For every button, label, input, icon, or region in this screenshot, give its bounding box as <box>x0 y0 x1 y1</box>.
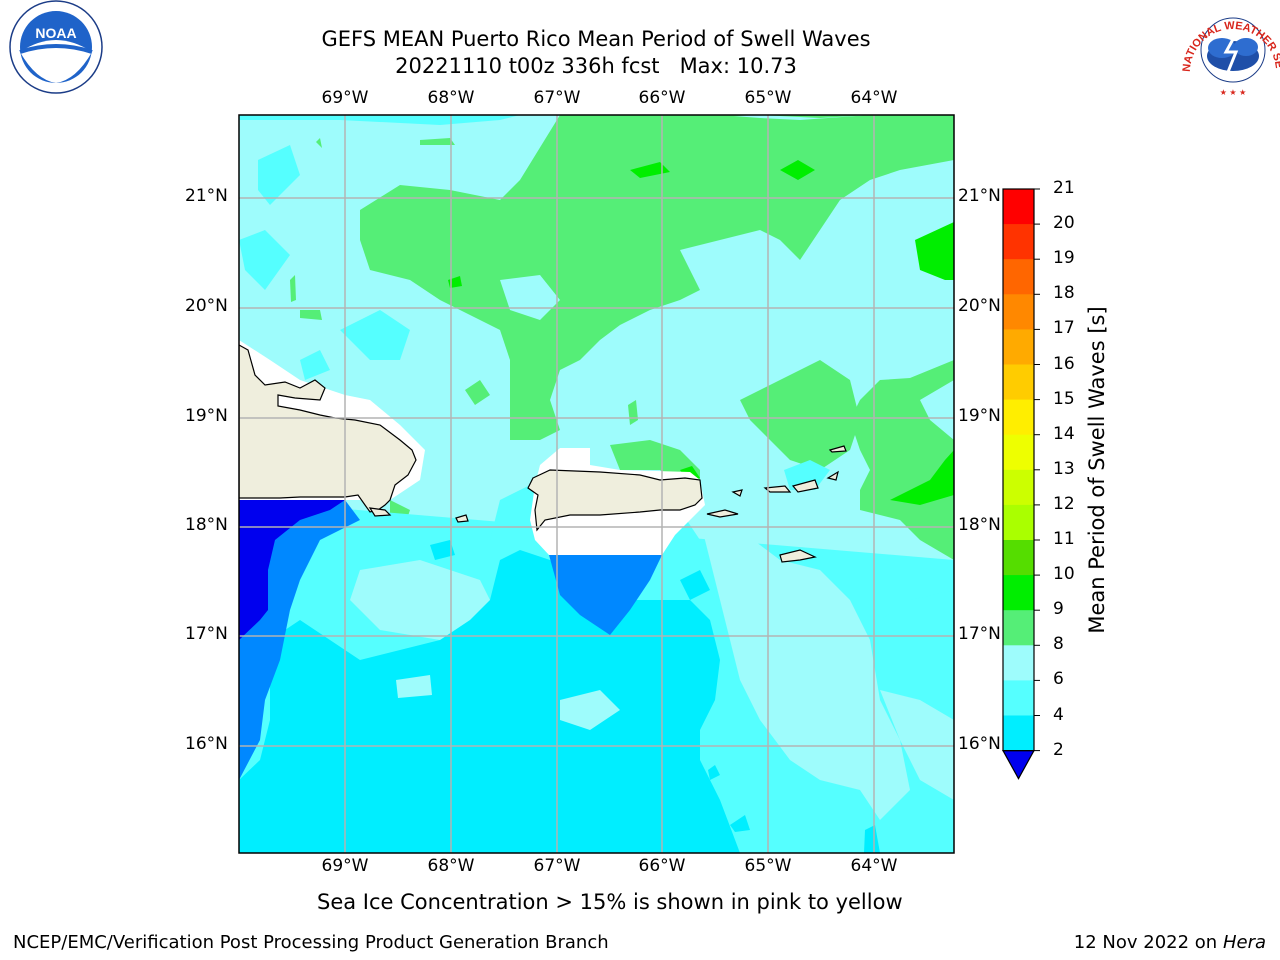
lon-label-top: 66°W <box>638 88 686 108</box>
colorbar-tick-label: 8 <box>1053 634 1064 655</box>
swell-field-2-4 <box>239 500 662 780</box>
colorbar-swatch <box>1003 189 1034 225</box>
noaa-logo-text: NOAA <box>35 25 76 41</box>
map-subtitle: 20221110 t00z 336h fcst Max: 10.73 <box>395 54 797 78</box>
lon-label-bottom: 69°W <box>321 856 369 876</box>
vieques-island <box>706 509 739 518</box>
colorbar-tick-label: 18 <box>1053 283 1075 304</box>
land-masses <box>239 344 847 563</box>
colorbar-label-text: Mean Period of Swell Waves [s] <box>1085 306 1109 634</box>
lon-label-bottom: 68°W <box>427 856 475 876</box>
colorbar-swatch <box>1003 575 1034 611</box>
colorbar-tick-label: 4 <box>1053 704 1064 725</box>
puerto-rico-land <box>527 469 703 532</box>
map-grid <box>239 115 954 853</box>
colorbar-tick-label: 6 <box>1053 669 1064 690</box>
colorbar-swatch <box>1003 294 1034 330</box>
colorbar-swatch <box>1003 329 1034 365</box>
colorbar-swatch <box>1003 399 1034 436</box>
lat-label-left: 20°N <box>185 296 228 316</box>
colorbar-tick-label: 2 <box>1053 739 1064 760</box>
colorbar-swatch <box>1003 540 1034 576</box>
colorbar-swatch <box>1003 715 1034 752</box>
footer-host: Hera <box>1222 932 1266 953</box>
lon-label-bottom: 66°W <box>638 856 686 876</box>
lon-label-top: 67°W <box>533 88 581 108</box>
colorbar-tick-label: 10 <box>1053 564 1075 585</box>
lon-label-top: 69°W <box>321 88 369 108</box>
colorbar-swatch <box>1003 224 1034 260</box>
lon-label-bottom: 67°W <box>533 856 581 876</box>
anegada-island <box>828 445 847 453</box>
noaa-logo: NOAA <box>9 0 103 94</box>
colorbar-swatch <box>1003 364 1034 401</box>
st-croix-island <box>779 549 817 563</box>
lat-label-left: 18°N <box>185 515 228 535</box>
footer-date: 12 Nov 2022 on Hera <box>1074 932 1266 953</box>
colorbar-swatch <box>1003 434 1034 471</box>
colorbar-tick-label: 20 <box>1053 213 1075 234</box>
virgin-island-2 <box>791 479 819 493</box>
footer-date-text: 12 Nov 2022 on <box>1073 932 1218 953</box>
lat-label-right: 18°N <box>958 515 1001 535</box>
colorbar-swatch <box>1003 259 1034 295</box>
map-title: GEFS MEAN Puerto Rico Mean Period of Swe… <box>321 27 871 51</box>
lon-label-bottom: 64°W <box>850 856 898 876</box>
lat-label-right: 16°N <box>958 734 1001 754</box>
lat-label-left: 16°N <box>185 734 228 754</box>
lat-label-right: 17°N <box>958 624 1001 644</box>
colorbar <box>1001 188 1040 780</box>
colorbar-tick-label: 19 <box>1053 248 1075 269</box>
virgin-island-3 <box>826 470 839 481</box>
colorbar-tick-label: 14 <box>1053 423 1075 444</box>
svg-text:★ ★ ★: ★ ★ ★ <box>1220 88 1247 97</box>
colorbar-swatch <box>1003 680 1034 716</box>
colorbar-tick-label: 12 <box>1053 493 1075 514</box>
lat-label-right: 19°N <box>958 406 1001 426</box>
colorbar-tick-label: 13 <box>1053 458 1075 479</box>
map-frame <box>238 114 955 854</box>
lat-label-left: 19°N <box>185 406 228 426</box>
hispaniola-land <box>239 344 417 513</box>
colorbar-tick-label: 17 <box>1053 318 1075 339</box>
lat-label-right: 21°N <box>958 186 1001 206</box>
colorbar-swatch <box>1003 610 1034 646</box>
footer-branch: NCEP/EMC/Verification Post Processing Pr… <box>13 932 609 953</box>
colorbar-tick-label: 11 <box>1053 529 1075 549</box>
mona-island <box>455 514 469 523</box>
colorbar-swatch <box>1003 469 1034 506</box>
hispaniola-islet <box>368 507 392 517</box>
map-plot-area <box>239 115 954 853</box>
culebra-island <box>731 489 743 497</box>
lon-label-top: 64°W <box>850 88 898 108</box>
colorbar-swatch <box>1003 645 1034 681</box>
sea-ice-caption: Sea Ice Concentration > 15% is shown in … <box>317 890 903 914</box>
colorbar-tick-label: 15 <box>1053 388 1075 409</box>
colorbar-tick-label: 16 <box>1053 353 1075 374</box>
colorbar-tick-label: 9 <box>1053 599 1064 620</box>
lon-label-top: 68°W <box>427 88 475 108</box>
colorbar-tick-label: 21 <box>1053 178 1075 198</box>
colorbar-extension <box>1001 750 1036 780</box>
lat-label-right: 20°N <box>958 296 1001 316</box>
lon-label-top: 65°W <box>744 88 792 108</box>
lat-label-left: 17°N <box>185 624 228 644</box>
swell-field-10-11 <box>448 160 954 505</box>
lat-label-left: 21°N <box>185 186 228 206</box>
lon-label-bottom: 65°W <box>744 856 792 876</box>
colorbar-swatch <box>1003 504 1034 541</box>
